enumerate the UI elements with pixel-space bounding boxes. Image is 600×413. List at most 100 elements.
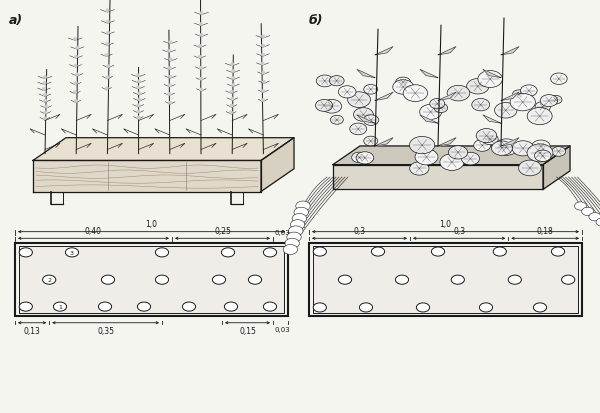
Ellipse shape (167, 93, 171, 96)
Ellipse shape (199, 67, 203, 70)
Circle shape (331, 116, 343, 125)
Polygon shape (375, 138, 393, 147)
Ellipse shape (74, 100, 78, 104)
Polygon shape (501, 93, 519, 101)
Polygon shape (543, 147, 570, 190)
Text: 0,25: 0,25 (214, 226, 231, 235)
Circle shape (393, 81, 413, 95)
Ellipse shape (198, 56, 202, 59)
Bar (313, 247, 578, 313)
Circle shape (347, 93, 370, 108)
Circle shape (527, 108, 552, 126)
Ellipse shape (106, 10, 109, 13)
Ellipse shape (262, 90, 265, 93)
Circle shape (248, 275, 262, 285)
Ellipse shape (42, 88, 46, 91)
Circle shape (285, 239, 299, 249)
Circle shape (494, 103, 517, 119)
Ellipse shape (169, 41, 172, 45)
Circle shape (510, 94, 535, 112)
Polygon shape (333, 165, 543, 190)
Ellipse shape (136, 104, 140, 108)
Ellipse shape (106, 43, 109, 46)
Circle shape (294, 208, 308, 218)
Text: 1,0: 1,0 (146, 219, 157, 228)
Circle shape (431, 247, 445, 256)
Ellipse shape (74, 83, 77, 86)
Text: 0,15: 0,15 (239, 327, 256, 336)
Circle shape (290, 220, 305, 230)
Circle shape (182, 302, 196, 311)
Circle shape (221, 248, 235, 257)
Circle shape (364, 85, 378, 95)
Circle shape (350, 124, 367, 135)
Circle shape (482, 134, 498, 145)
Circle shape (356, 152, 374, 164)
Circle shape (364, 116, 379, 126)
Ellipse shape (200, 34, 203, 38)
Ellipse shape (261, 36, 265, 39)
Circle shape (224, 302, 238, 311)
Circle shape (416, 303, 430, 312)
Ellipse shape (231, 70, 235, 74)
Ellipse shape (261, 99, 265, 102)
Text: 0,03: 0,03 (275, 327, 290, 332)
Circle shape (43, 275, 56, 285)
Circle shape (476, 129, 497, 143)
Ellipse shape (199, 23, 203, 26)
Text: 1,0: 1,0 (439, 219, 451, 228)
Ellipse shape (232, 84, 235, 88)
Ellipse shape (105, 88, 109, 91)
Ellipse shape (169, 59, 173, 62)
Bar (309, 244, 582, 316)
Ellipse shape (43, 100, 47, 103)
Ellipse shape (229, 112, 233, 115)
Circle shape (494, 140, 518, 156)
Ellipse shape (43, 94, 47, 97)
Ellipse shape (76, 74, 79, 77)
Ellipse shape (74, 65, 77, 68)
Bar (19, 247, 284, 313)
Ellipse shape (107, 65, 110, 69)
Circle shape (478, 71, 502, 88)
Text: 0,3: 0,3 (453, 226, 465, 235)
Circle shape (451, 275, 464, 285)
Circle shape (137, 302, 151, 311)
Polygon shape (357, 116, 375, 124)
Circle shape (263, 248, 277, 257)
Circle shape (296, 202, 310, 211)
Ellipse shape (136, 74, 140, 78)
Ellipse shape (262, 81, 266, 84)
Circle shape (491, 142, 512, 156)
Circle shape (532, 141, 550, 154)
Polygon shape (33, 138, 294, 161)
Ellipse shape (230, 63, 234, 66)
Text: 0,03: 0,03 (275, 230, 290, 235)
Circle shape (313, 303, 326, 312)
Circle shape (415, 150, 438, 166)
Circle shape (540, 95, 557, 107)
Circle shape (53, 302, 67, 311)
Circle shape (562, 275, 575, 285)
Circle shape (430, 99, 445, 109)
Polygon shape (33, 161, 261, 192)
Circle shape (493, 247, 506, 256)
Circle shape (512, 90, 526, 100)
Circle shape (533, 303, 547, 312)
Circle shape (447, 86, 470, 102)
Circle shape (434, 104, 448, 113)
Ellipse shape (200, 89, 203, 92)
Circle shape (316, 76, 334, 88)
Circle shape (467, 79, 489, 95)
Ellipse shape (76, 47, 79, 50)
Polygon shape (483, 70, 501, 78)
Polygon shape (438, 93, 456, 101)
Text: 1: 1 (58, 304, 62, 309)
Circle shape (521, 85, 537, 97)
Circle shape (535, 102, 551, 113)
Polygon shape (501, 138, 519, 147)
Circle shape (353, 109, 373, 122)
Bar (15, 244, 288, 316)
Circle shape (155, 275, 169, 285)
Polygon shape (438, 138, 456, 147)
